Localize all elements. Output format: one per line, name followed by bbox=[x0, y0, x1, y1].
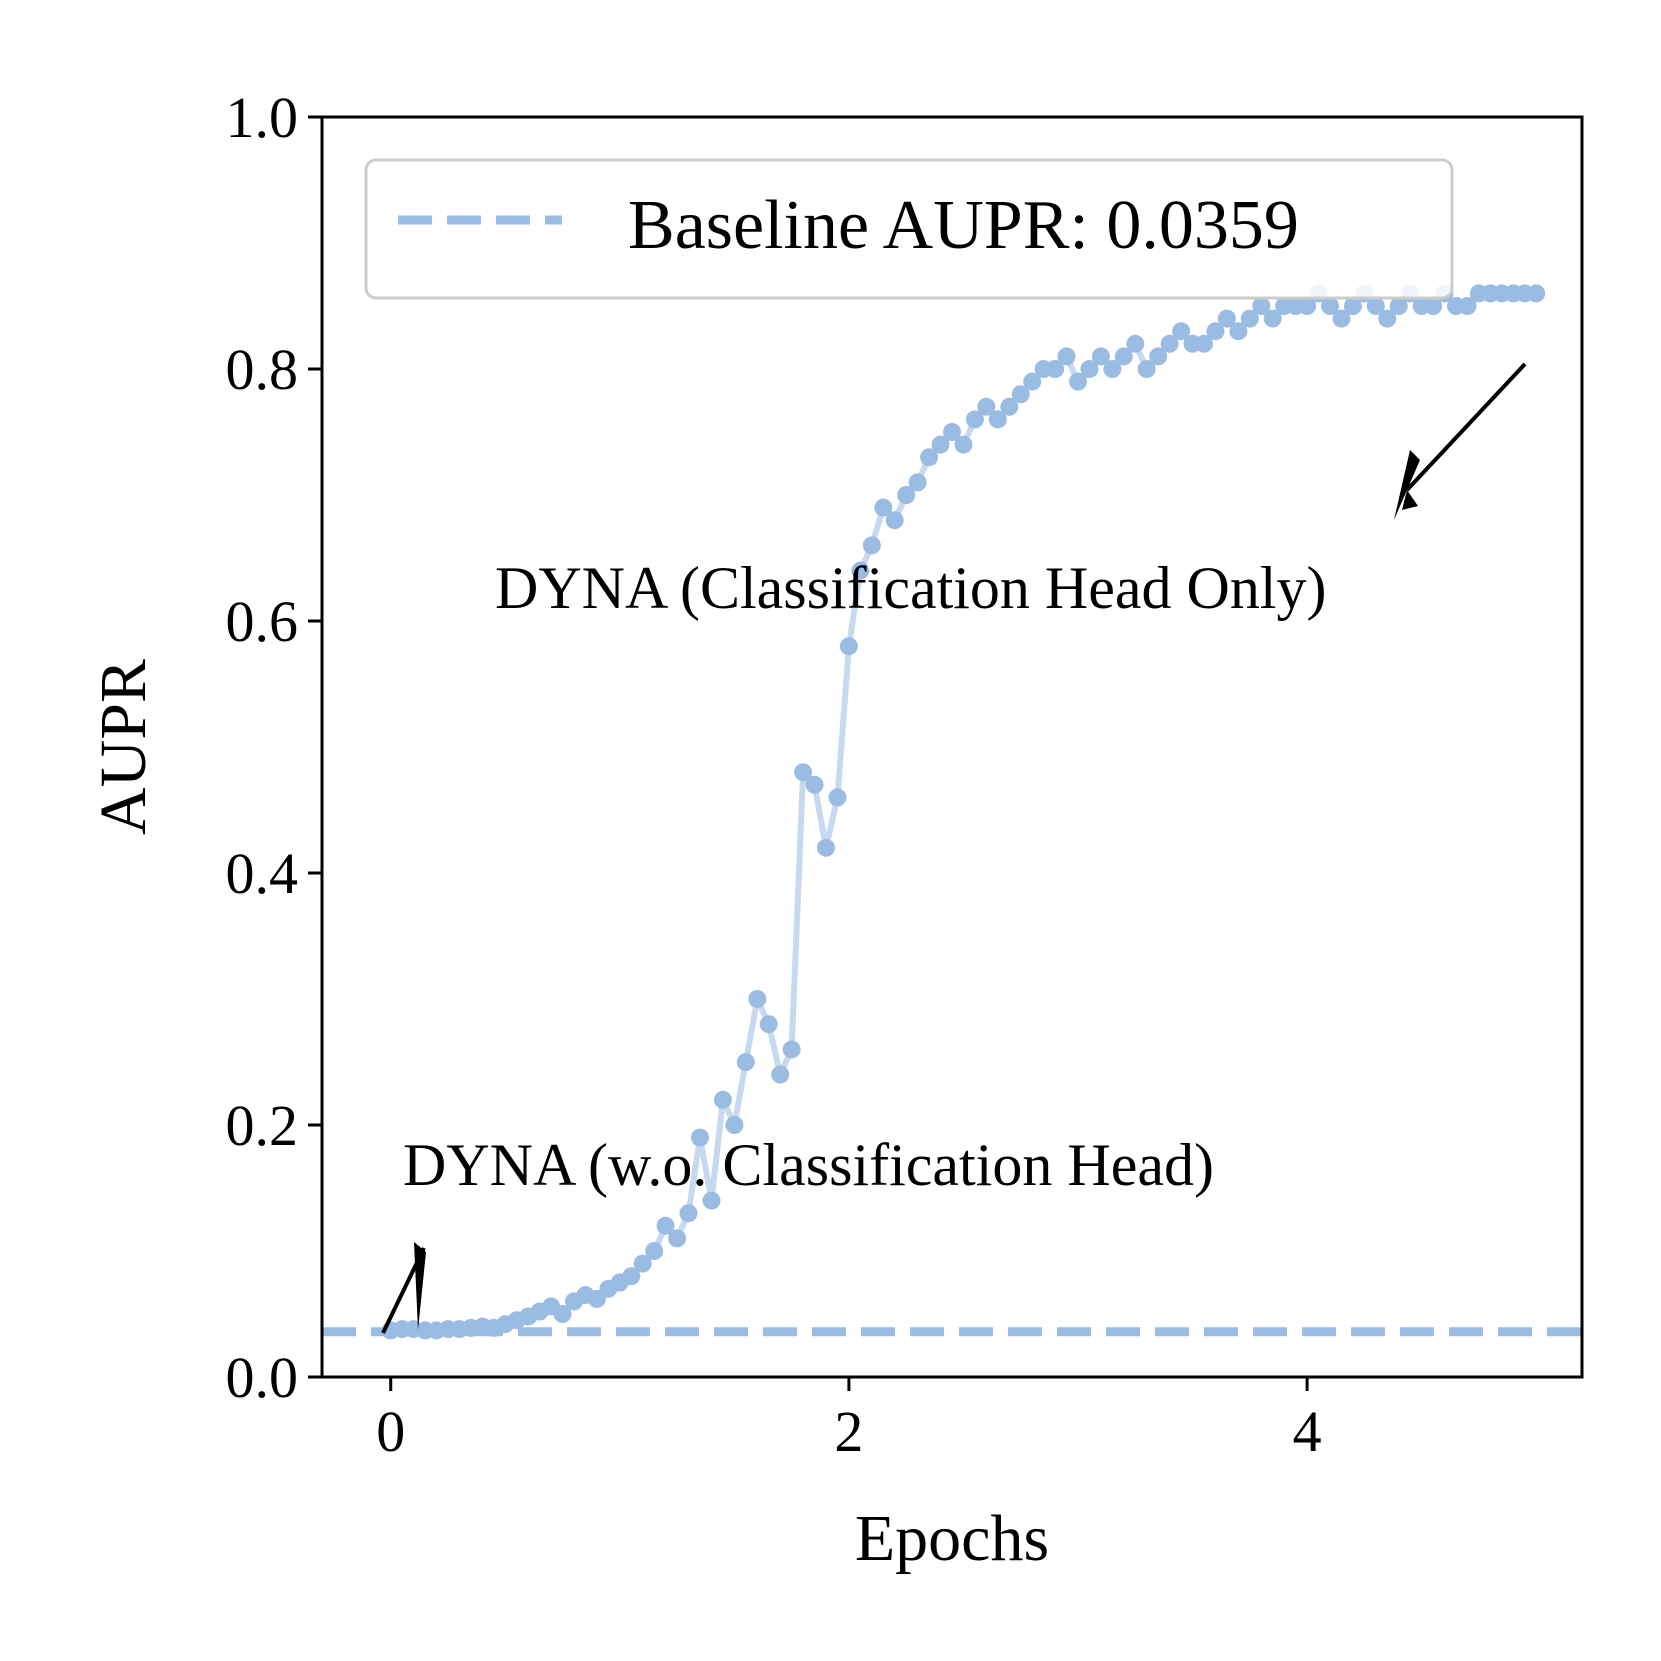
data-point bbox=[1058, 347, 1076, 365]
data-point bbox=[863, 536, 881, 554]
y-tick-label: 0.6 bbox=[226, 589, 299, 654]
data-point bbox=[645, 1242, 663, 1260]
x-tick-label: 4 bbox=[1293, 1399, 1322, 1464]
y-tick-label: 0.4 bbox=[226, 841, 299, 906]
y-tick-label: 0.0 bbox=[226, 1345, 299, 1410]
data-point bbox=[748, 990, 766, 1008]
y-tick-label: 0.2 bbox=[226, 1093, 299, 1158]
y-tick-label: 1.0 bbox=[226, 85, 299, 150]
data-point bbox=[714, 1091, 732, 1109]
data-point bbox=[760, 1015, 778, 1033]
data-point bbox=[886, 511, 904, 529]
data-point bbox=[668, 1229, 686, 1247]
annotation-text-2: DYNA (w.o. Classification Head) bbox=[403, 1132, 1214, 1198]
annotation-text-1: DYNA (Classification Head Only) bbox=[495, 555, 1327, 621]
y-axis-title: AUPR bbox=[87, 659, 160, 835]
data-point bbox=[680, 1204, 698, 1222]
data-point bbox=[817, 839, 835, 857]
data-point bbox=[909, 473, 927, 491]
legend-label: Baseline AUPR: 0.0359 bbox=[628, 187, 1299, 264]
x-axis-title: Epochs bbox=[855, 1502, 1049, 1575]
x-tick-label: 2 bbox=[834, 1399, 863, 1464]
data-point bbox=[955, 436, 973, 454]
data-point bbox=[1126, 335, 1144, 353]
data-point bbox=[771, 1066, 789, 1084]
x-tick-label: 0 bbox=[376, 1399, 405, 1464]
y-tick-label: 0.8 bbox=[226, 337, 299, 402]
data-point bbox=[806, 776, 824, 794]
data-point bbox=[1527, 284, 1545, 302]
data-point bbox=[783, 1040, 801, 1058]
legend: Baseline AUPR: 0.0359 bbox=[366, 160, 1452, 298]
data-point bbox=[737, 1053, 755, 1071]
data-point bbox=[840, 637, 858, 655]
data-point bbox=[829, 788, 847, 806]
